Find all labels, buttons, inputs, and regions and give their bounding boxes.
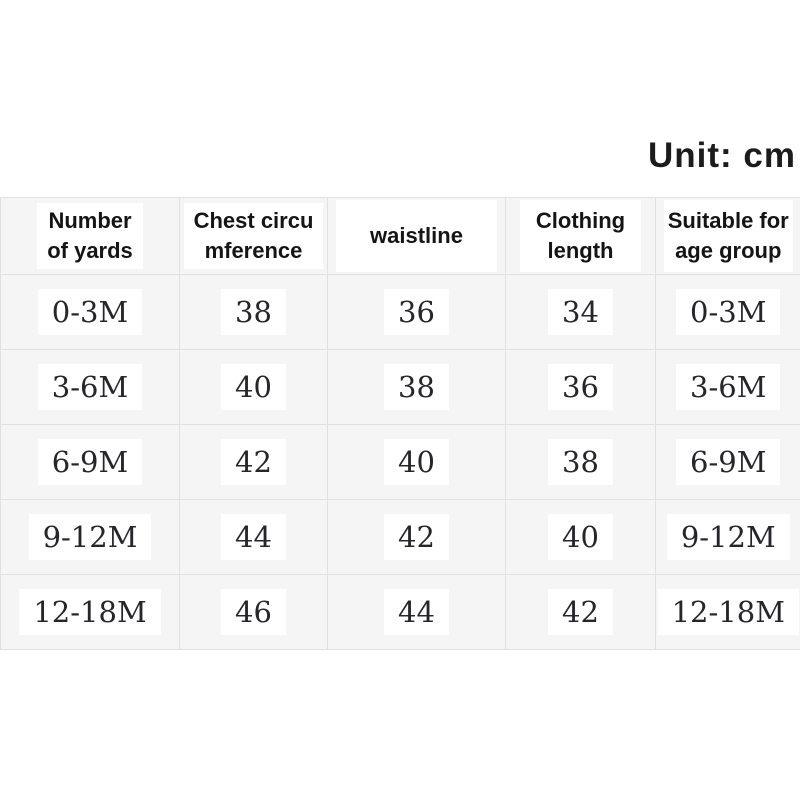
cell-text-overlay: 6-9M	[37, 439, 143, 485]
table-row: 3-6M 40 38 36 3-6M	[0, 349, 800, 425]
cell-text-overlay: 12-18M	[19, 589, 161, 635]
cell-text-overlay: 42	[221, 439, 286, 485]
column-header: Suitable for age group	[655, 197, 800, 275]
table-cell: 34	[505, 274, 656, 350]
cell-text-overlay: 40	[384, 439, 449, 485]
table-cell: 38	[505, 424, 656, 500]
table-cell: 42	[505, 574, 656, 650]
table-cell: 0-3M	[0, 274, 180, 350]
table-cell: 38	[327, 349, 506, 425]
column-header: Number of yards	[0, 197, 180, 275]
table-cell: 12-18M	[0, 574, 180, 650]
cell-text-overlay: 3-6M	[37, 364, 143, 410]
header-text-overlay: waistline	[336, 200, 497, 272]
header-row: Number of yards Chest circu mference waistli…	[0, 197, 800, 275]
cell-text-overlay: 42	[384, 514, 449, 560]
cell-text-overlay: 46	[221, 589, 286, 635]
table-cell: 12-18M	[655, 574, 800, 650]
table-cell: 9-12M	[655, 499, 800, 575]
table-cell: 46	[179, 574, 328, 650]
cell-text-overlay: 9-12M	[28, 514, 152, 560]
table-cell: 0-3M	[655, 274, 800, 350]
table-cell: 3-6M	[0, 349, 180, 425]
cell-text-overlay: 0-3M	[676, 289, 781, 335]
header-text-overlay: Number of yards	[37, 203, 143, 269]
cell-text-overlay: 40	[221, 364, 286, 410]
table-cell: 6-9M	[0, 424, 180, 500]
table-row: 6-9M 42 40 38 6-9M	[0, 424, 800, 500]
table-cell: 3-6M	[655, 349, 800, 425]
cell-text-overlay: 34	[548, 289, 613, 335]
table-cell: 42	[327, 499, 506, 575]
cell-text-overlay: 38	[221, 289, 286, 335]
column-header: waistline	[327, 197, 506, 275]
cell-text-overlay: 12-18M	[657, 589, 799, 635]
cell-text-overlay: 9-12M	[666, 514, 790, 560]
table-body: 0-3M 38 36 34 0-3M 3-6M 40 38 36 3-6M 6-9M 42 40 38 6-…	[0, 274, 800, 650]
cell-text-overlay: 42	[548, 589, 613, 635]
table-cell: 40	[327, 424, 506, 500]
table-cell: 44	[179, 499, 328, 575]
cell-text-overlay: 38	[548, 439, 613, 485]
table-row: 9-12M 44 42 40 9-12M	[0, 499, 800, 575]
cell-text-overlay: 3-6M	[676, 364, 781, 410]
header-text-overlay: Suitable for age group	[663, 200, 793, 272]
table-cell: 38	[179, 274, 328, 350]
cell-text-overlay: 0-3M	[37, 289, 143, 335]
table-cell: 40	[179, 349, 328, 425]
cell-text-overlay: 38	[384, 364, 449, 410]
cell-text-overlay: 6-9M	[676, 439, 781, 485]
cell-text-overlay: 44	[384, 589, 449, 635]
column-header: Clothing length	[505, 197, 656, 275]
cell-text-overlay: 44	[221, 514, 286, 560]
table-cell: 6-9M	[655, 424, 800, 500]
header-text-overlay: Clothing length	[519, 200, 642, 272]
cell-text-overlay: 36	[384, 289, 449, 335]
cell-text-overlay: 36	[548, 364, 613, 410]
table-cell: 36	[327, 274, 506, 350]
table-header-row: Number of yards Chest circu mference waistli…	[0, 197, 800, 275]
table-cell: 40	[505, 499, 656, 575]
unit-label: Unit: cm	[648, 136, 796, 175]
table-row: 0-3M 38 36 34 0-3M	[0, 274, 800, 350]
table-cell: 42	[179, 424, 328, 500]
column-header: Chest circu mference	[179, 197, 328, 275]
size-chart-table: Number of yards Chest circu mference waistli…	[0, 197, 800, 650]
cell-text-overlay: 40	[548, 514, 613, 560]
table-row: 12-18M 46 44 42 12-18M	[0, 574, 800, 650]
table-cell: 9-12M	[0, 499, 180, 575]
header-text-overlay: Chest circu mference	[183, 203, 324, 269]
table-cell: 44	[327, 574, 506, 650]
table-cell: 36	[505, 349, 656, 425]
